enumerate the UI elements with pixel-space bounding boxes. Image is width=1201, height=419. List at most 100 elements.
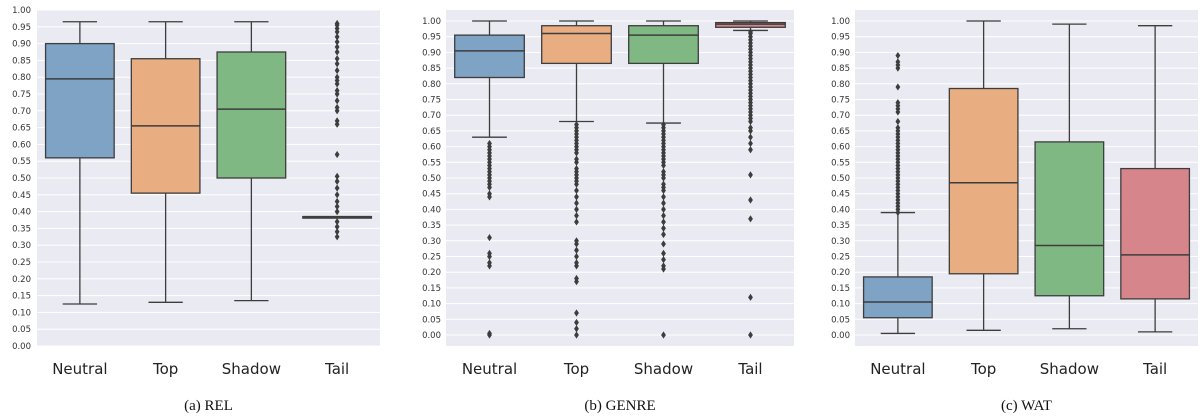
y-tick-label-genre: 0.05 bbox=[422, 315, 441, 325]
outlier-point-rel-tail bbox=[334, 197, 340, 206]
outlier-point-wat-neutral bbox=[895, 51, 901, 60]
outlier-point-rel-tail bbox=[334, 55, 340, 63]
outlier-point-genre-top bbox=[574, 246, 579, 254]
y-tick-label-rel: 0.00 bbox=[12, 342, 31, 352]
outlier-point-rel-tail bbox=[334, 228, 340, 236]
y-tick-label-rel: 0.75 bbox=[12, 90, 31, 100]
outlier-point-genre-neutral bbox=[487, 259, 492, 267]
outlier-point-genre-shadow bbox=[661, 256, 666, 264]
outlier-point-wat-neutral bbox=[895, 99, 901, 107]
outlier-point-genre-shadow bbox=[661, 218, 666, 226]
outlier-point-genre-neutral bbox=[487, 329, 492, 338]
outlier-point-genre-top bbox=[574, 193, 579, 201]
y-tick-label-rel: 1.00 bbox=[12, 6, 31, 16]
y-tick-label-rel: 0.35 bbox=[12, 224, 31, 234]
y-tick-label-genre: 0.95 bbox=[422, 33, 441, 43]
y-tick-label-rel: 0.80 bbox=[12, 73, 31, 83]
outlier-point-wat-neutral bbox=[895, 124, 901, 132]
outlier-point-genre-top bbox=[574, 309, 579, 317]
y-tick-label-wat: 0.30 bbox=[831, 237, 850, 247]
outlier-point-genre-shadow bbox=[661, 331, 666, 339]
y-tick-label-rel: 0.85 bbox=[12, 56, 31, 66]
outlier-point-wat-neutral bbox=[895, 117, 901, 126]
y-tick-label-genre: 0.85 bbox=[422, 64, 441, 74]
y-tick-label-wat: 0.60 bbox=[831, 143, 850, 153]
outlier-point-rel-tail bbox=[334, 150, 340, 159]
box-genre-neutral bbox=[454, 34, 525, 79]
y-tick-label-genre: 0.90 bbox=[422, 48, 441, 58]
outlier-point-genre-tail bbox=[748, 146, 753, 154]
y-tick-label-rel: 0.30 bbox=[12, 241, 31, 251]
outlier-point-genre-tail bbox=[748, 124, 753, 132]
outlier-point-genre-shadow bbox=[661, 224, 666, 232]
y-tick-label-wat: 0.95 bbox=[831, 33, 850, 43]
y-tick-label-genre: 0.35 bbox=[422, 221, 441, 231]
outlier-point-wat-neutral bbox=[895, 83, 901, 91]
y-tick-label-rel: 0.05 bbox=[12, 325, 31, 335]
y-tick-label-wat: 0.70 bbox=[831, 111, 850, 121]
y-tick-label-wat: 0.00 bbox=[831, 331, 850, 341]
box-wat-tail bbox=[1120, 167, 1191, 300]
outlier-point-rel-tail bbox=[334, 184, 340, 192]
outlier-point-rel-tail bbox=[334, 223, 340, 231]
outlier-point-genre-top bbox=[574, 155, 579, 163]
outlier-point-genre-neutral bbox=[487, 190, 492, 198]
y-tick-label-wat: 0.90 bbox=[831, 48, 850, 58]
outlier-point-rel-tail bbox=[334, 208, 340, 216]
y-tick-label-rel: 0.10 bbox=[12, 308, 31, 318]
outlier-point-genre-shadow bbox=[661, 205, 666, 213]
y-tick-label-wat: 0.25 bbox=[831, 253, 850, 263]
x-tick-label-rel-tail: Tail bbox=[324, 360, 349, 378]
y-tick-label-wat: 0.50 bbox=[831, 174, 850, 184]
outlier-point-genre-top bbox=[574, 199, 579, 207]
y-tick-label-wat: 0.85 bbox=[831, 64, 850, 74]
y-tick-label-rel: 0.25 bbox=[12, 258, 31, 268]
outlier-point-rel-tail bbox=[334, 48, 340, 56]
x-tick-label-genre-neutral: Neutral bbox=[462, 360, 517, 378]
outlier-point-genre-shadow bbox=[661, 180, 666, 188]
y-tick-label-wat: 0.55 bbox=[831, 158, 850, 168]
outlier-point-genre-neutral bbox=[487, 234, 492, 242]
x-tick-label-wat-neutral: Neutral bbox=[870, 360, 925, 378]
outlier-point-rel-tail bbox=[334, 191, 340, 199]
panel-rel: 0.00 0.05 0.10 0.15 0.20 0.25 0.30 0.35 0.40 0.45… bbox=[12, 6, 380, 414]
y-tick-label-rel: 0.95 bbox=[12, 23, 31, 33]
outlier-point-genre-shadow bbox=[661, 199, 666, 207]
x-tick-label-rel-shadow: Shadow bbox=[222, 360, 281, 378]
outlier-point-genre-shadow bbox=[661, 240, 666, 248]
y-tick-label-wat: 0.10 bbox=[831, 300, 850, 310]
outlier-point-genre-top bbox=[574, 121, 579, 129]
outlier-point-genre-shadow bbox=[661, 168, 666, 176]
y-tick-label-genre: 1.00 bbox=[422, 17, 441, 27]
box-wat-shadow bbox=[1034, 141, 1105, 297]
y-tick-label-wat: 0.75 bbox=[831, 96, 850, 106]
y-tick-label-genre: 0.15 bbox=[422, 284, 441, 294]
x-tick-label-wat-top: Top bbox=[970, 360, 996, 378]
y-tick-label-genre: 0.55 bbox=[422, 158, 441, 168]
outlier-point-genre-top bbox=[574, 318, 579, 327]
y-tick-label-genre: 0.25 bbox=[422, 253, 441, 263]
outlier-point-genre-shadow bbox=[661, 230, 666, 239]
y-tick-label-wat: 0.35 bbox=[831, 221, 850, 231]
caption-genre: (b) GENRE bbox=[584, 398, 655, 414]
outlier-point-genre-shadow bbox=[661, 249, 666, 257]
outlier-point-genre-top bbox=[574, 252, 579, 261]
outlier-point-genre-top bbox=[574, 205, 579, 213]
y-tick-label-rel: 0.20 bbox=[12, 275, 31, 285]
y-tick-label-genre: 0.70 bbox=[422, 111, 441, 121]
outlier-point-rel-tail bbox=[334, 19, 340, 28]
outlier-point-rel-tail bbox=[334, 97, 340, 105]
outlier-point-genre-shadow bbox=[661, 121, 666, 129]
y-tick-label-wat: 0.65 bbox=[831, 127, 850, 137]
outlier-point-genre-tail bbox=[748, 171, 753, 179]
y-tick-label-rel: 0.90 bbox=[12, 40, 31, 50]
outlier-point-rel-tail bbox=[334, 60, 340, 68]
outlier-point-rel-tail bbox=[334, 117, 340, 125]
outlier-point-genre-top bbox=[574, 331, 579, 339]
y-tick-label-wat: 0.40 bbox=[831, 205, 850, 215]
y-tick-label-rel: 0.55 bbox=[12, 157, 31, 167]
y-tick-label-genre: 0.60 bbox=[422, 143, 441, 153]
y-tick-label-rel: 0.70 bbox=[12, 107, 31, 117]
outlier-point-genre-tail bbox=[748, 331, 753, 339]
